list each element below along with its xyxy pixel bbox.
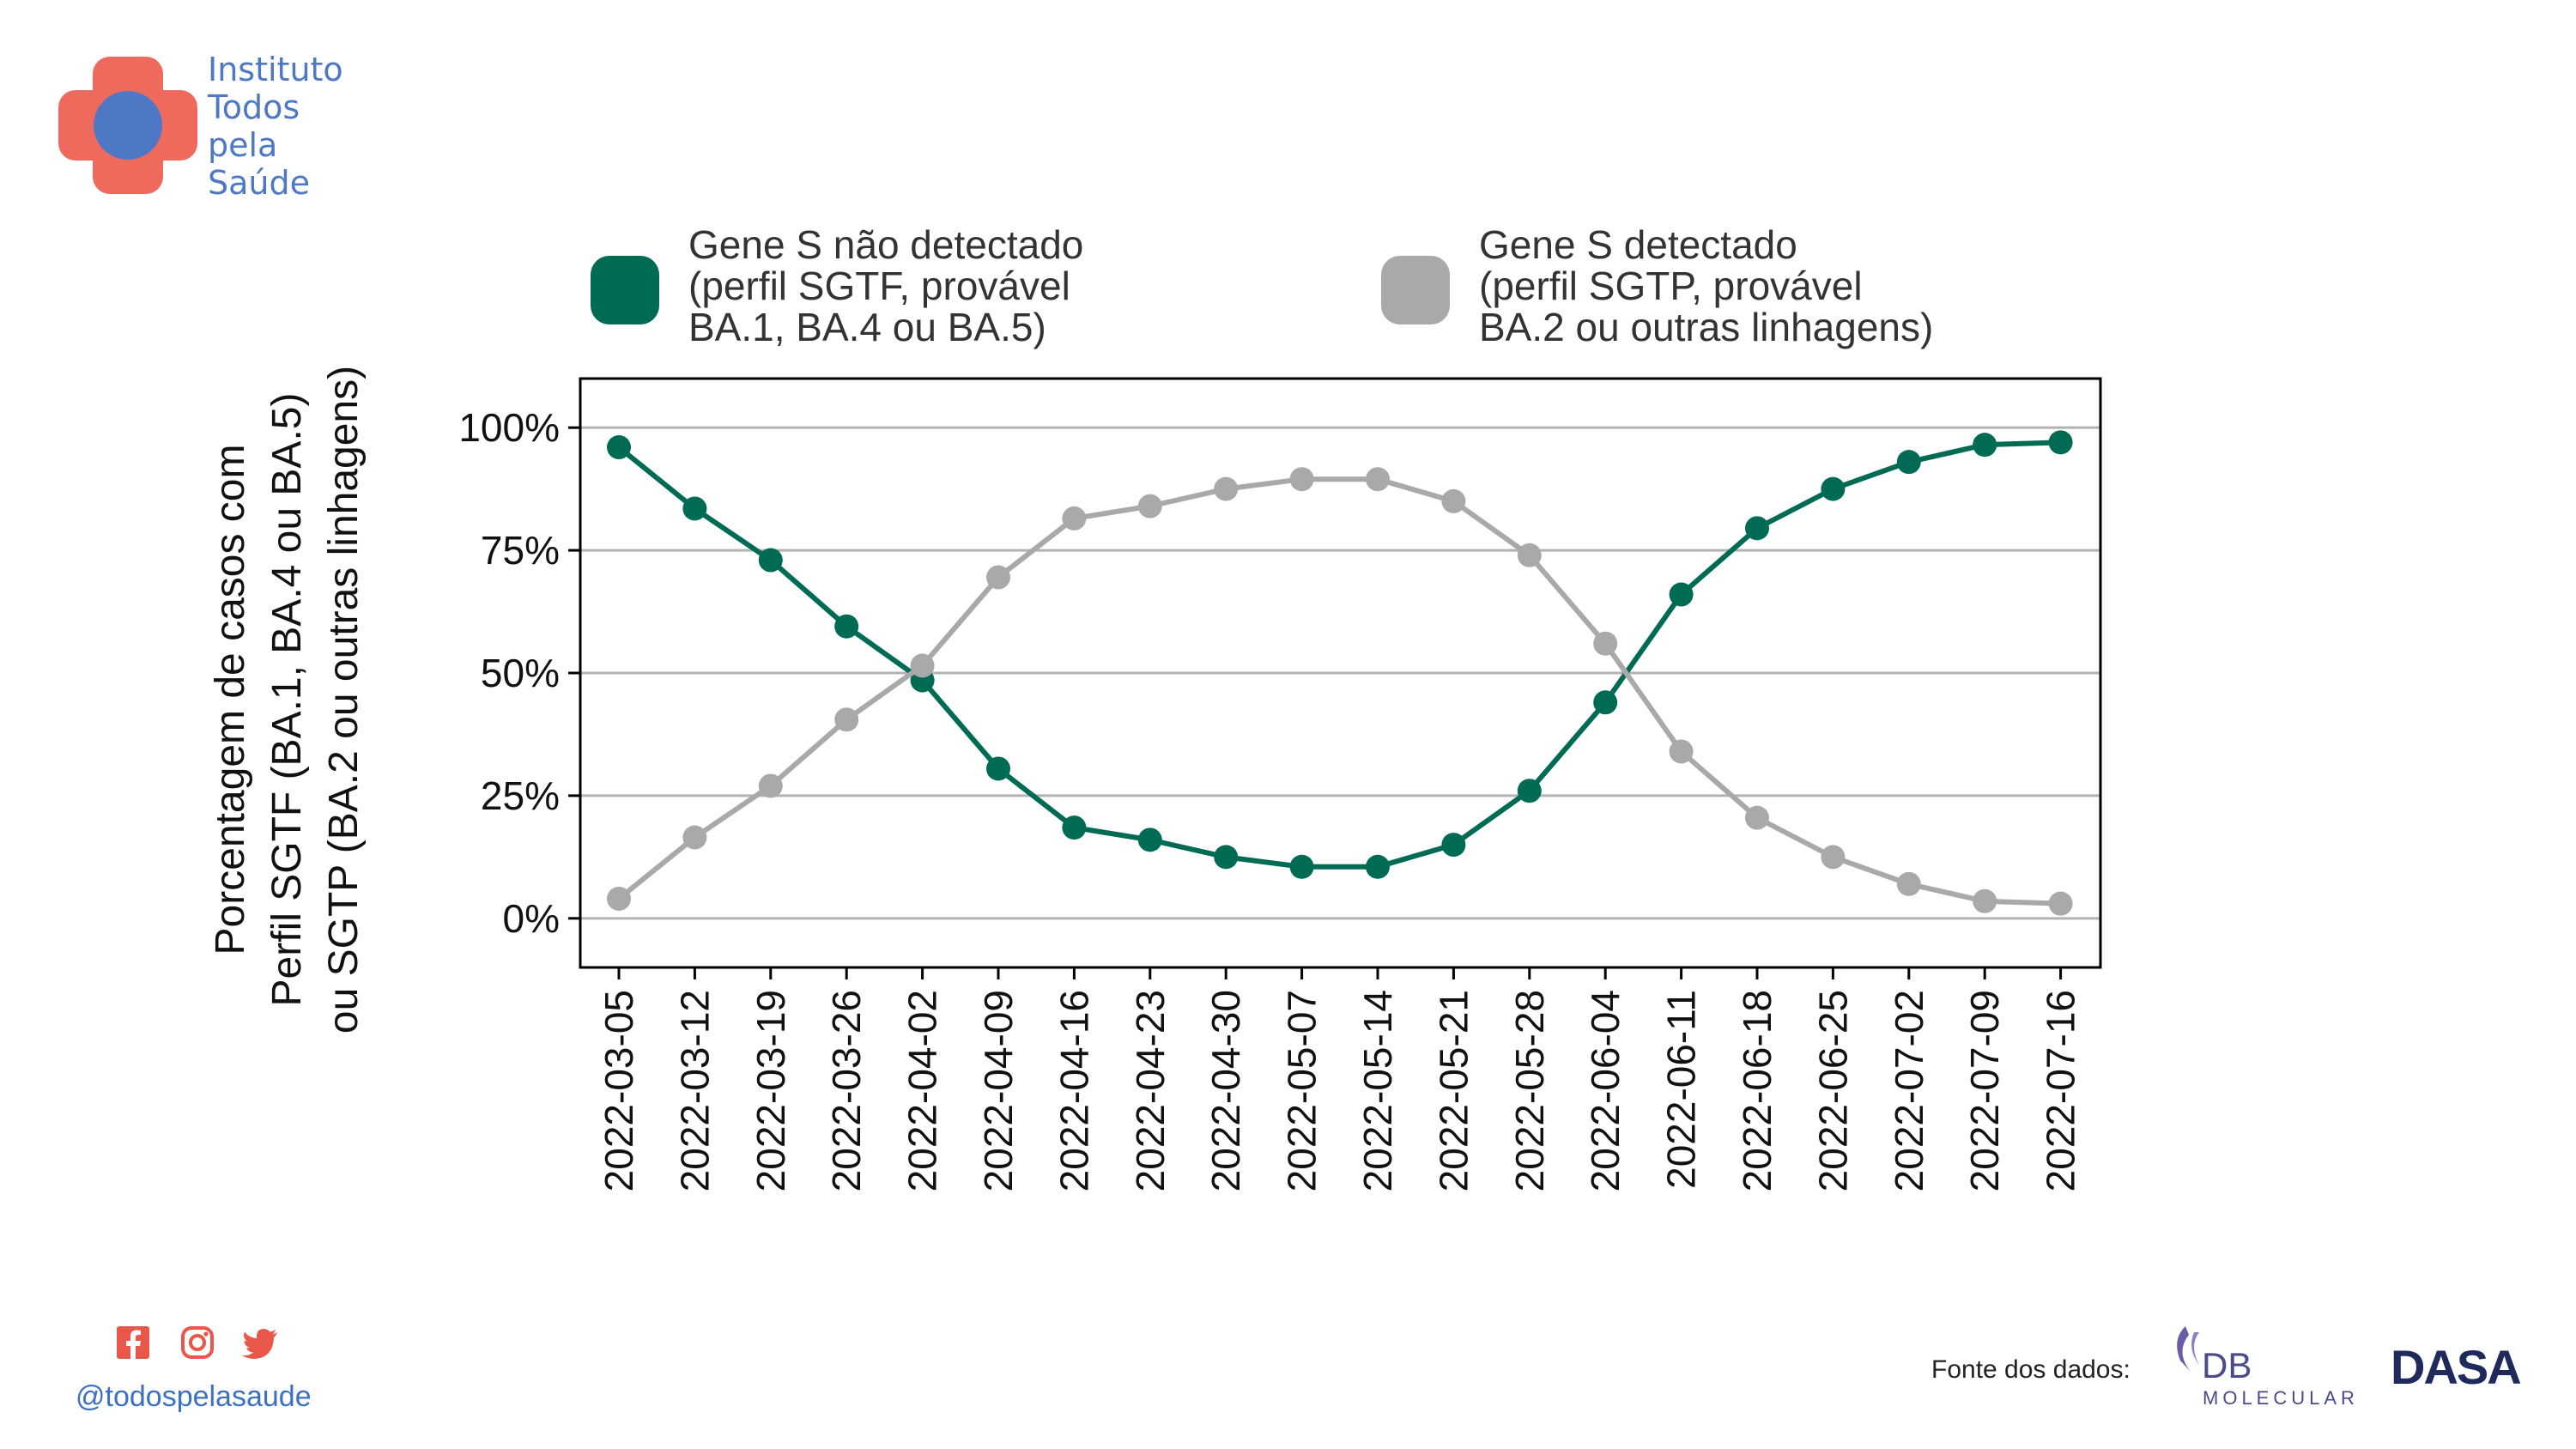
data-point (1669, 739, 1694, 764)
series-line (617, 476, 2061, 906)
x-tick-label: 2022-03-19 (749, 990, 793, 1191)
y-tick-label: 100% (458, 405, 560, 450)
x-tick-label: 2022-06-25 (1810, 990, 1855, 1191)
data-point (1366, 467, 1390, 492)
data-point (1214, 845, 1239, 870)
org-name: Instituto Todos pela Saúde (207, 51, 343, 202)
data-point (834, 707, 859, 732)
data-point (607, 886, 631, 911)
facebook-icon[interactable] (117, 1326, 149, 1359)
data-point (910, 653, 935, 678)
data-point (1289, 854, 1314, 879)
x-tick-label: 2022-07-02 (1887, 990, 1931, 1191)
series-line (617, 440, 2061, 870)
x-tick-label: 2022-07-16 (2039, 990, 2083, 1191)
data-point (1441, 488, 1466, 513)
data-point (1593, 631, 1618, 656)
plot-frame (579, 377, 2102, 969)
dasa-logo-name: DASA (2391, 1340, 2520, 1394)
chart-legend: Gene S não detectado (perfil SGTF, prováv… (591, 222, 1933, 349)
data-point (1745, 805, 1769, 830)
legend-swatch (1381, 256, 1450, 324)
data-point (1441, 833, 1466, 858)
social-bar: @todospelasaude (76, 1326, 312, 1413)
data-point (1973, 888, 1997, 913)
data-point (1745, 516, 1769, 541)
data-point (758, 773, 783, 798)
db-logo-sub: MOLECULAR (2203, 1387, 2359, 1409)
data-point (1289, 467, 1314, 492)
dasa-logo: DASA (2391, 1340, 2522, 1394)
x-tick-label: 2022-06-11 (1659, 990, 1704, 1189)
x-tick-label: 2022-05-14 (1355, 990, 1400, 1191)
x-tick-label: 2022-05-21 (1431, 990, 1476, 1191)
legend-label: Gene S não detectado (perfil SGTF, prováv… (688, 222, 1083, 349)
x-tick-label: 2022-06-18 (1735, 990, 1779, 1191)
x-tick-label: 2022-03-05 (597, 990, 641, 1191)
x-tick-label: 2022-05-28 (1507, 990, 1552, 1191)
org-name-line: pela (208, 126, 277, 164)
data-point (2048, 430, 2073, 455)
org-name-line: Instituto (208, 51, 343, 88)
series-layer (607, 430, 2073, 916)
legend-label: Gene S detectado (perfil SGTP, provável BA… (1479, 222, 1933, 349)
series-2 (607, 467, 2073, 916)
data-point (986, 756, 1010, 781)
x-tick-label: 2022-06-04 (1583, 990, 1627, 1191)
x-tick-label: 2022-04-16 (1052, 990, 1096, 1191)
x-tick-label: 2022-04-23 (1128, 990, 1173, 1191)
instagram-icon[interactable] (181, 1326, 214, 1359)
data-point (1137, 828, 1162, 852)
data-point (834, 614, 859, 639)
data-point (1669, 582, 1694, 607)
db-logo-name: DB (2202, 1345, 2252, 1385)
data-point (1137, 494, 1162, 518)
x-tick-label: 2022-04-30 (1203, 990, 1248, 1191)
data-point (1366, 854, 1390, 879)
data-point (986, 565, 1010, 590)
x-tick-label: 2022-05-07 (1280, 990, 1324, 1191)
grid-lines (580, 426, 2100, 920)
org-name-line: Todos (207, 88, 300, 126)
db-molecular-logo: DB MOLECULAR (2177, 1326, 2359, 1409)
x-tick-label: 2022-04-02 (900, 990, 945, 1191)
data-point (1896, 871, 1921, 896)
data-point (1062, 506, 1087, 530)
y-axis-ticks: 0% 25% 50% 75% 100% (458, 405, 580, 941)
y-tick-label: 0% (503, 896, 560, 941)
legend-swatch (591, 256, 659, 324)
logo-circle (94, 91, 162, 160)
source-label: Fonte dos dados: (1931, 1355, 2131, 1384)
social-handle[interactable]: @todospelasaude (76, 1380, 312, 1413)
data-point (1517, 779, 1542, 803)
y-tick-label: 25% (481, 773, 560, 818)
data-point (1062, 815, 1087, 840)
data-point (607, 435, 631, 460)
data-point (682, 496, 707, 521)
data-point (1593, 690, 1618, 715)
x-tick-label: 2022-03-12 (672, 990, 717, 1191)
y-tick-label: 50% (481, 651, 560, 695)
org-name-line: Saúde (208, 164, 310, 202)
data-point (1821, 476, 1846, 501)
x-tick-label: 2022-03-26 (824, 990, 869, 1191)
twitter-icon[interactable] (242, 1329, 277, 1359)
series-1 (607, 430, 2073, 879)
x-tick-label: 2022-04-09 (976, 990, 1021, 1191)
data-point (2048, 891, 2073, 916)
x-tick-label: 2022-07-09 (1962, 990, 2007, 1191)
data-point (1517, 543, 1542, 567)
data-point (758, 548, 783, 573)
y-tick-label: 75% (481, 528, 560, 573)
data-point (1214, 476, 1239, 501)
data-point (1973, 433, 1997, 458)
y-axis-label: Porcentagem de casos com Perfil SGTF (BA.… (208, 366, 367, 1034)
x-axis-ticks: 2022-03-05 2022-03-12 2022-03-19 2022-03-26… (597, 967, 2083, 1191)
data-point (1896, 450, 1921, 475)
data-point (1821, 845, 1846, 870)
data-point (682, 825, 707, 850)
org-logo (58, 57, 197, 194)
